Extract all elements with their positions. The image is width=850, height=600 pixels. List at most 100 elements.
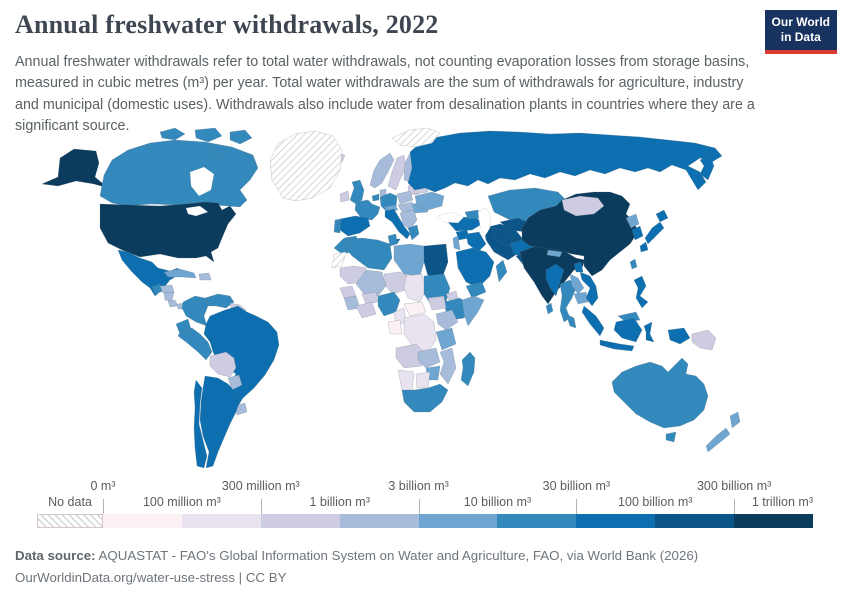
country-russia-kamchatka[interactable]	[699, 154, 715, 181]
country-south-africa[interactable]	[401, 383, 449, 413]
country-dr-congo[interactable]	[403, 313, 437, 353]
country-spain[interactable]	[339, 215, 371, 237]
country-philippines[interactable]	[633, 275, 649, 309]
country-canada-arctic-2[interactable]	[194, 127, 223, 143]
legend-no-data-swatch[interactable]	[37, 514, 103, 528]
country-gabon-congo[interactable]	[387, 319, 403, 335]
country-botswana[interactable]	[415, 371, 431, 389]
country-paraguay[interactable]	[227, 374, 243, 391]
country-japan-kyushu[interactable]	[639, 241, 649, 253]
country-tunisia[interactable]	[387, 233, 398, 247]
country-iraq[interactable]	[465, 231, 487, 253]
country-taiwan[interactable]	[629, 258, 638, 270]
country-chile[interactable]	[193, 379, 208, 469]
country-myanmar[interactable]	[545, 263, 565, 297]
country-france[interactable]	[354, 199, 381, 221]
country-saudi-arabia[interactable]	[455, 247, 495, 289]
country-chad[interactable]	[403, 273, 427, 303]
country-mozambique[interactable]	[439, 347, 457, 385]
country-portugal[interactable]	[333, 218, 342, 234]
country-brazil[interactable]	[203, 305, 280, 407]
country-canada-arctic-1[interactable]	[159, 127, 186, 141]
country-cambodia[interactable]	[573, 291, 589, 305]
country-niger[interactable]	[383, 271, 409, 295]
country-south-korea[interactable]	[631, 225, 644, 241]
country-south-sudan[interactable]	[427, 295, 447, 311]
country-nz-south[interactable]	[705, 427, 731, 453]
country-burkina-faso[interactable]	[361, 291, 379, 305]
country-venezuela[interactable]	[204, 293, 235, 309]
country-namibia[interactable]	[397, 369, 415, 393]
country-vietnam[interactable]	[579, 271, 599, 307]
country-canada-arctic-3[interactable]	[229, 129, 253, 145]
owid-url-link[interactable]: OurWorldinData.org/water-use-stress	[15, 569, 235, 585]
country-australia[interactable]	[611, 357, 709, 429]
country-norway[interactable]	[369, 152, 395, 189]
country-bolivia[interactable]	[209, 351, 237, 378]
country-tanzania[interactable]	[435, 327, 457, 351]
country-bangladesh[interactable]	[573, 261, 584, 273]
country-ivory-ghana[interactable]	[355, 301, 377, 319]
legend-band-7[interactable]	[576, 514, 656, 528]
country-angola[interactable]	[395, 343, 425, 369]
legend-band-3[interactable]	[260, 514, 340, 528]
country-russia[interactable]	[407, 130, 723, 193]
country-japan-honshu[interactable]	[644, 221, 665, 245]
owid-logo[interactable]: Our World in Data	[764, 10, 837, 54]
country-somalia[interactable]	[461, 295, 485, 327]
country-egypt[interactable]	[423, 243, 449, 279]
legend-band-4[interactable]	[339, 514, 419, 528]
country-car[interactable]	[403, 301, 427, 317]
country-laos[interactable]	[569, 273, 585, 295]
country-algeria[interactable]	[345, 237, 393, 271]
country-sri-lanka[interactable]	[545, 302, 554, 315]
country-peru[interactable]	[177, 327, 213, 361]
country-tasmania[interactable]	[665, 431, 677, 443]
country-madagascar[interactable]	[460, 351, 476, 387]
country-honduras[interactable]	[159, 284, 175, 294]
country-balkans[interactable]	[399, 209, 418, 231]
country-indonesia-papua[interactable]	[667, 327, 691, 345]
country-papua-new-guinea[interactable]	[691, 329, 717, 351]
country-poland[interactable]	[396, 190, 414, 205]
country-greenland-nodata[interactable]	[269, 130, 343, 202]
country-colombia[interactable]	[181, 295, 209, 327]
country-indonesia-java[interactable]	[599, 339, 635, 352]
country-libya[interactable]	[393, 243, 425, 277]
country-oman[interactable]	[495, 259, 508, 283]
country-costa-rica[interactable]	[167, 299, 179, 308]
country-japan-hokkaido[interactable]	[655, 209, 669, 223]
country-mongolia[interactable]	[561, 195, 605, 217]
country-uk[interactable]	[349, 179, 365, 205]
country-levant[interactable]	[452, 235, 461, 251]
country-malaysia-peninsula[interactable]	[565, 313, 577, 329]
country-sweden[interactable]	[387, 154, 407, 191]
legend-band-5[interactable]	[418, 514, 498, 528]
legend-band-9[interactable]	[734, 514, 814, 528]
country-nz-north[interactable]	[729, 411, 741, 429]
country-cuba[interactable]	[163, 268, 197, 279]
country-canada-arctic-4[interactable]	[204, 144, 229, 158]
country-nicaragua[interactable]	[163, 291, 175, 302]
country-greece[interactable]	[407, 224, 420, 241]
country-hispaniola[interactable]	[198, 272, 212, 281]
legend-band-6[interactable]	[497, 514, 577, 528]
country-china[interactable]	[521, 191, 639, 277]
country-italy[interactable]	[384, 208, 411, 240]
country-indonesia-sumatra[interactable]	[581, 305, 605, 337]
legend-band-8[interactable]	[655, 514, 735, 528]
country-eritrea[interactable]	[445, 290, 459, 301]
country-zambia[interactable]	[417, 347, 441, 369]
country-argentina[interactable]	[199, 375, 241, 469]
country-turkmenistan[interactable]	[491, 227, 515, 247]
country-yemen[interactable]	[465, 281, 487, 299]
country-usa[interactable]	[99, 201, 237, 263]
legend-band-1[interactable]	[103, 514, 182, 528]
legend-band-2[interactable]	[181, 514, 261, 528]
country-ukraine[interactable]	[414, 191, 445, 211]
country-usa-alaska[interactable]	[41, 148, 109, 189]
country-ireland[interactable]	[339, 190, 350, 203]
country-indonesia-sulawesi[interactable]	[643, 321, 655, 343]
country-canada[interactable]	[99, 139, 259, 208]
country-western-sahara-nodata[interactable]	[331, 251, 347, 269]
